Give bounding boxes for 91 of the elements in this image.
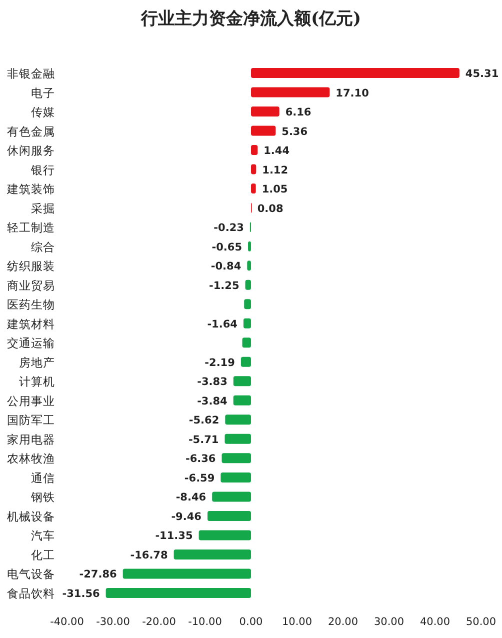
bar — [247, 260, 251, 271]
bar — [222, 453, 251, 464]
y-tick-label: 电气设备 — [7, 567, 55, 582]
y-tick-label: 建筑材料 — [6, 316, 55, 331]
bar — [240, 356, 251, 367]
data-label: -8.46 — [176, 492, 206, 504]
bar — [122, 568, 251, 579]
bar — [207, 510, 251, 521]
bar — [251, 145, 258, 156]
data-label: -3.84 — [197, 395, 228, 408]
data-label: -3.83 — [197, 376, 228, 388]
y-tick-label: 纺织服装 — [7, 259, 55, 274]
data-label: -11.35 — [155, 530, 193, 542]
y-tick-label: 商业贸易 — [7, 278, 55, 292]
x-tick-label: 0.00 — [239, 616, 263, 628]
bar — [245, 280, 251, 290]
bar — [212, 492, 251, 502]
bar — [242, 338, 251, 348]
data-label: 45.31 — [465, 68, 499, 80]
data-label: -6.36 — [185, 453, 216, 466]
y-tick-label: 传媒 — [31, 105, 55, 120]
bar — [251, 184, 256, 194]
x-tick-label: 50.00 — [466, 616, 496, 628]
y-tick-label: 房地产 — [19, 355, 55, 370]
data-label: -16.78 — [130, 549, 168, 562]
bar — [220, 472, 251, 482]
data-label: -0.84 — [210, 260, 242, 273]
bar — [251, 164, 256, 174]
x-tick-label: 40.00 — [420, 616, 450, 628]
y-tick-label: 综合 — [31, 240, 55, 254]
bar — [248, 241, 251, 252]
data-label: -27.86 — [79, 568, 117, 581]
data-label: 6.16 — [285, 106, 312, 119]
y-tick-label: 化工 — [31, 548, 55, 562]
y-tick-label: 休闲服务 — [7, 144, 55, 158]
y-tick-label: 通信 — [31, 470, 55, 485]
data-label: -0.65 — [212, 241, 242, 254]
chart-title: 行业主力资金净流入额(亿元) — [140, 9, 362, 29]
data-label: -6.59 — [184, 472, 215, 484]
bar — [233, 376, 251, 386]
data-label: 1.12 — [262, 164, 288, 176]
x-tick-label: -10.00 — [188, 616, 222, 628]
data-label: -2.19 — [204, 356, 235, 369]
y-tick-label: 机械设备 — [7, 509, 55, 524]
data-label: -5.62 — [188, 414, 220, 427]
y-tick-label: 银行 — [30, 162, 55, 177]
y-tick-label: 有色金属 — [7, 124, 55, 138]
bar — [225, 414, 251, 425]
bar — [244, 299, 251, 310]
y-tick-label: 汽车 — [31, 528, 55, 543]
y-tick-label: 钢铁 — [30, 490, 55, 504]
y-tick-label: 轻工制造 — [7, 220, 55, 235]
y-tick-label: 建筑装饰 — [6, 182, 55, 196]
y-tick-label: 采掘 — [31, 201, 55, 216]
data-label: 0.08 — [257, 202, 284, 215]
bar — [251, 106, 280, 117]
y-tick-label: 农林牧渔 — [7, 452, 55, 466]
data-label: 5.36 — [282, 126, 308, 138]
bar — [233, 395, 251, 406]
bar — [224, 434, 251, 444]
bar — [174, 549, 251, 560]
y-tick-label: 家用电器 — [7, 432, 55, 446]
data-label: 17.10 — [336, 87, 369, 100]
x-tick-label: -20.00 — [142, 616, 176, 628]
data-label: 1.05 — [262, 184, 288, 196]
y-tick-label: 公用事业 — [7, 394, 55, 408]
x-tick-label: 30.00 — [374, 616, 404, 628]
y-tick-label: 医药生物 — [7, 298, 55, 312]
x-tick-label: -30.00 — [96, 616, 130, 628]
data-label: -5.71 — [188, 434, 219, 446]
y-tick-label: 国防军工 — [7, 413, 55, 428]
data-label: -1.25 — [208, 280, 240, 292]
x-tick-label: 20.00 — [328, 616, 358, 628]
bar — [106, 588, 251, 598]
data-label: -0.23 — [214, 222, 244, 234]
bar — [251, 126, 276, 136]
x-tick-label: -40.00 — [50, 616, 84, 628]
data-label: -1.64 — [207, 318, 238, 330]
y-tick-label: 非银金融 — [7, 66, 55, 80]
bar — [198, 530, 251, 540]
bar — [251, 68, 460, 78]
y-tick-label: 交通运输 — [7, 336, 55, 350]
x-tick-label: 10.00 — [282, 616, 312, 628]
bar — [251, 87, 330, 98]
data-label: -31.56 — [62, 588, 100, 600]
y-tick-label: 计算机 — [19, 374, 55, 389]
y-tick-label: 食品饮料 — [7, 586, 55, 600]
y-tick-label: 电子 — [31, 86, 55, 100]
data-label: 1.44 — [264, 145, 290, 158]
data-label: -9.46 — [171, 510, 202, 523]
bar — [243, 318, 251, 328]
